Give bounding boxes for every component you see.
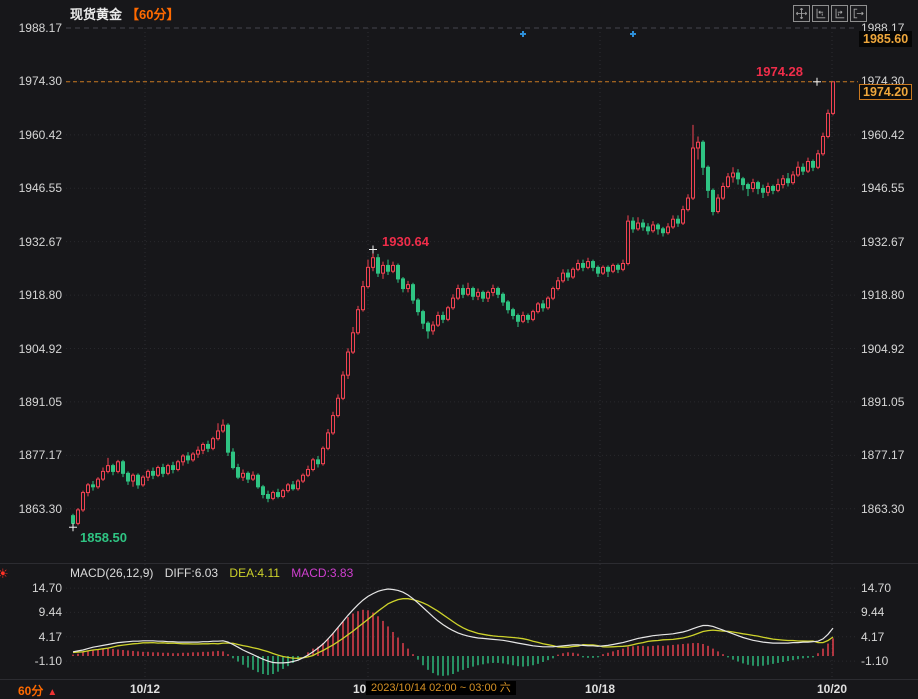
- price-tick-label-left: 1904.92: [18, 341, 62, 356]
- price-tick-label-left: 4.17: [38, 629, 62, 644]
- price-tick-label-right: 1946.55: [861, 181, 905, 196]
- timeframe-selector-label: 60分: [18, 684, 44, 698]
- price-tick-label-right: 9.44: [861, 605, 885, 620]
- timeframe-selector[interactable]: 60分 ▲: [18, 682, 57, 699]
- price-tick-label-left: 1932.67: [18, 234, 62, 249]
- chart-toolbar: [793, 5, 867, 22]
- price-tick-label-left: 1918.80: [18, 288, 62, 303]
- date-tick-label: 10/12: [129, 682, 161, 696]
- indicator-dea-value: DEA:4.11: [229, 566, 280, 580]
- price-tick-label-right: -1.10: [861, 654, 889, 669]
- price-tick-label-left: 1974.30: [18, 74, 62, 89]
- price-tick-label-left: 1891.05: [18, 394, 62, 409]
- timeframe-label: 【60分】: [126, 7, 180, 22]
- price-tick-label-right: 1891.05: [861, 394, 905, 409]
- live-indicator-icon: ☀: [0, 566, 9, 581]
- indicator-diff-value: DIFF:6.03: [164, 566, 219, 580]
- session-high-badge: 1985.60: [859, 31, 913, 47]
- crosshair-date-tooltip: 2023/10/14 02:00 ~ 03:00 六: [366, 681, 516, 695]
- range-high-annotation: 1974.28: [756, 64, 803, 79]
- price-tick-label-left: -1.10: [34, 654, 62, 669]
- last-price-badge: 1974.20: [859, 84, 913, 100]
- price-tick-label-right: 1960.42: [861, 127, 905, 142]
- range-low-annotation: 1858.50: [80, 530, 127, 545]
- exit-chart-icon[interactable]: [850, 5, 867, 22]
- swing-high-annotation: 1930.64: [382, 234, 429, 249]
- price-tick-label-left: 14.70: [31, 581, 62, 596]
- up-triangle-icon: ▲: [47, 687, 58, 698]
- panel-divider: [0, 563, 918, 564]
- price-tick-label-right: 1904.92: [861, 341, 905, 356]
- axis-pan-left-icon[interactable]: [812, 5, 829, 22]
- indicator-name[interactable]: MACD(26,12,9): [70, 566, 154, 580]
- axis-divider: [0, 679, 918, 680]
- date-tick-label: 10/18: [584, 682, 616, 696]
- instrument-title: 现货黄金: [70, 7, 123, 22]
- price-tick-label-left: 1863.30: [18, 501, 62, 516]
- price-tick-label-left: 9.44: [38, 605, 62, 620]
- pan-tool-icon[interactable]: [793, 5, 810, 22]
- price-tick-label-right: 1863.30: [861, 501, 905, 516]
- indicator-macd-value: MACD:3.83: [291, 566, 354, 580]
- price-tick-label-right: 14.70: [861, 581, 892, 596]
- price-tick-label-right: 1932.67: [861, 234, 905, 249]
- axis-pan-right-icon[interactable]: [831, 5, 848, 22]
- price-tick-label-left: 1960.42: [18, 127, 62, 142]
- indicator-header: MACD(26,12,9) DIFF:6.03 DEA:4.11 MACD:3.…: [70, 566, 361, 580]
- price-tick-label-right: 1877.17: [861, 448, 905, 463]
- price-tick-label-right: 1918.80: [861, 288, 905, 303]
- price-tick-label-left: 1988.17: [18, 21, 62, 35]
- date-tick-label: 10/20: [816, 682, 848, 696]
- price-tick-label-left: 1946.55: [18, 181, 62, 196]
- chart-header: 现货黄金 【60分】: [70, 4, 179, 23]
- price-tick-label-left: 1877.17: [18, 448, 62, 463]
- price-tick-label-right: 4.17: [861, 629, 885, 644]
